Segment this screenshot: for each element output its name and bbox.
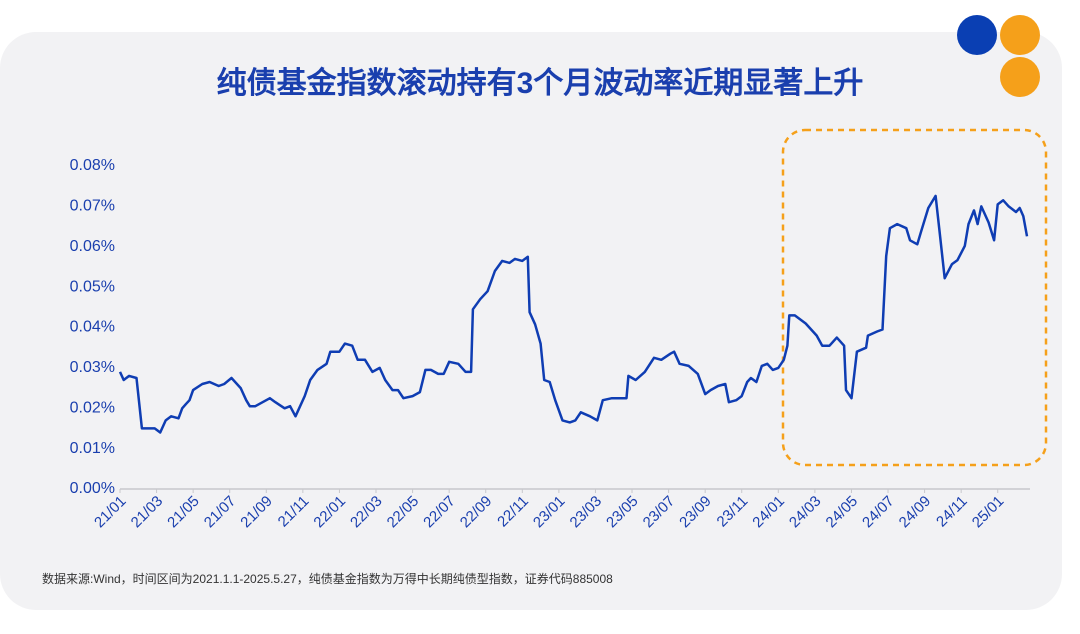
y-tick-label: 0.02% <box>70 399 115 416</box>
y-tick-label: 0.03% <box>70 359 115 376</box>
y-tick-label: 0.01% <box>70 440 115 457</box>
highlight-box <box>781 128 1048 467</box>
y-tick-label: 0.08% <box>70 157 115 174</box>
decor-dot <box>957 15 997 55</box>
y-tick-label: 0.07% <box>70 198 115 215</box>
y-tick-label: 0.04% <box>70 319 115 336</box>
decor-dot <box>1000 15 1040 55</box>
panel <box>0 32 1062 610</box>
decor-dot <box>1000 57 1040 97</box>
chart-title: 纯债基金指数滚动持有3个月波动率近期显著上升 <box>217 66 864 100</box>
source-note: 数据来源:Wind，时间区间为2021.1.1-2025.5.27，纯债基金指数… <box>42 571 613 586</box>
line <box>118 194 1029 434</box>
y-tick-label: 0.06% <box>70 238 115 255</box>
y-tick-label: 0.05% <box>70 278 115 295</box>
y-tick-label: 0.00% <box>70 480 115 497</box>
